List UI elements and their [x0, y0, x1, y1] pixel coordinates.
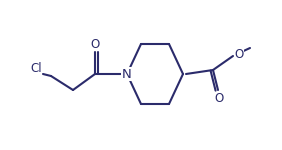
Text: O: O — [234, 48, 244, 62]
Text: N: N — [122, 68, 132, 81]
Text: Cl: Cl — [30, 61, 42, 75]
Text: O: O — [90, 38, 100, 51]
Text: O: O — [214, 93, 224, 105]
